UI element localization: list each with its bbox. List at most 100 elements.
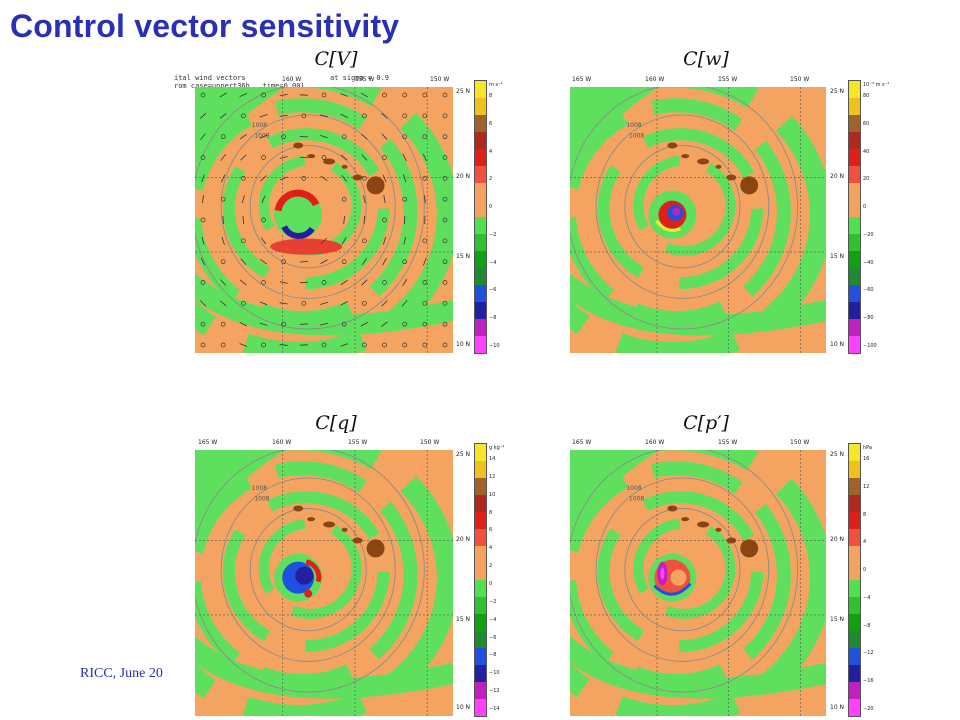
colorbar-label: 16	[863, 456, 870, 462]
colorbar-swatch	[475, 183, 486, 200]
sensitivity-band	[570, 450, 660, 544]
sensitivity-band	[570, 450, 826, 716]
lat-tick-label: 10 N	[830, 341, 845, 349]
colorbar-label: 0	[489, 581, 493, 587]
colorbar-label: 10	[489, 491, 496, 498]
island	[715, 164, 722, 169]
colorbar-swatch	[475, 665, 486, 682]
colorbar-swatch	[849, 200, 860, 217]
island	[323, 521, 336, 528]
island	[341, 527, 348, 532]
contour-label: 1008	[252, 122, 267, 129]
colorbar-swatch	[849, 132, 860, 149]
pressure-contour	[624, 508, 741, 632]
colorbar-label: −40	[863, 259, 874, 266]
colorbar-swatch	[475, 495, 486, 512]
colorbar-swatch	[849, 597, 860, 614]
island	[293, 505, 304, 512]
colorbar-swatch	[849, 648, 860, 665]
lon-tick-label: 150 W	[430, 76, 450, 83]
colorbar-swatch	[849, 682, 860, 699]
colorbar-swatch	[849, 268, 860, 285]
lon-tick-label: 150 W	[420, 439, 440, 446]
pressure-contour	[595, 114, 770, 299]
contour-label: 1008	[254, 496, 269, 503]
footer-text: RICC, June 20	[80, 666, 163, 681]
lon-tick-label: 155 W	[348, 439, 368, 446]
colorbar-swatch	[849, 234, 860, 251]
island	[366, 176, 385, 195]
colorbar-swatch	[849, 478, 860, 495]
colorbar-label: −4	[489, 259, 497, 266]
colorbar-swatch	[475, 597, 486, 614]
sensitivity-map: 1008 1008	[195, 87, 453, 353]
sensitivity-band	[258, 518, 362, 619]
vortex-core	[274, 553, 323, 602]
sensitivity-band	[633, 518, 736, 619]
colorbar-label: −8	[489, 652, 497, 659]
colorbar-label: −10	[489, 670, 500, 677]
lon-tick-label: 160 W	[645, 439, 665, 446]
colorbar-swatch	[849, 495, 860, 512]
colorbar-swatch	[475, 98, 486, 115]
annotation-line: rom case=unpert36h , time=0.00)	[174, 82, 305, 90]
map-field-svg: 1008 1008	[195, 450, 453, 716]
sensitivity-band	[195, 450, 453, 716]
sensitivity-map: 1008 1008	[195, 450, 453, 716]
lon-tick-label: 155 W	[355, 76, 375, 83]
colorbar-label: −6	[489, 634, 497, 641]
colorbar-label: −8	[863, 622, 871, 629]
contour-label: 1008	[254, 133, 269, 140]
colorbar-unit: m s⁻¹	[489, 82, 503, 88]
sensitivity-map: 1008 1008	[570, 450, 826, 716]
lon-tick-label: 150 W	[790, 439, 810, 446]
lat-tick-label: 15 N	[830, 253, 845, 261]
colorbar-label: −20	[863, 231, 874, 238]
colorbar-label: −10	[489, 343, 500, 349]
island	[293, 142, 304, 149]
colorbar-label: 8	[863, 511, 867, 518]
colorbar-swatch	[849, 183, 860, 200]
colorbar-swatch	[849, 251, 860, 268]
contour-label: 1008	[629, 133, 644, 140]
colorbar-label: 0	[863, 567, 867, 574]
colorbar-swatch	[475, 461, 486, 478]
sensitivity-band	[570, 87, 826, 353]
pressure-contour	[220, 477, 396, 662]
colorbar-swatch	[475, 546, 486, 563]
island	[715, 527, 722, 532]
island	[697, 521, 710, 528]
colorbar-swatch	[849, 149, 860, 166]
pressure-contour	[570, 450, 799, 693]
lat-tick-label: 15 N	[456, 253, 471, 261]
colorbar-swatch	[475, 132, 486, 149]
colorbar-label: −60	[863, 287, 874, 294]
island	[740, 539, 759, 558]
colorbar-swatch	[849, 285, 860, 302]
sensitivity-band	[195, 87, 453, 353]
colorbar-swatch	[849, 336, 860, 353]
colorbar-swatch	[475, 563, 486, 580]
colorbar-label: 40	[863, 148, 870, 155]
colorbar	[848, 443, 861, 717]
colorbar-swatch	[475, 251, 486, 268]
sensitivity-band	[570, 87, 660, 181]
sensitivity-band	[570, 636, 826, 699]
pressure-contour	[195, 87, 425, 330]
wind-vectors	[199, 92, 448, 348]
colorbar-swatch	[849, 614, 860, 631]
colorbar-swatch	[475, 444, 486, 461]
lat-tick-label: 15 N	[456, 616, 471, 624]
island	[352, 174, 363, 181]
island	[307, 154, 316, 159]
slide-title: Control vector sensitivity	[10, 8, 400, 44]
colorbar-swatch	[475, 631, 486, 648]
colorbar-label: 80	[863, 93, 870, 99]
colorbar-swatch	[475, 319, 486, 336]
colorbar-swatch	[849, 631, 860, 648]
contour-label: 1008	[252, 485, 267, 492]
colorbar-swatch	[849, 529, 860, 546]
pressure-contour	[220, 114, 396, 299]
colorbar-label: −4	[863, 594, 871, 601]
vortex-core	[648, 190, 697, 239]
